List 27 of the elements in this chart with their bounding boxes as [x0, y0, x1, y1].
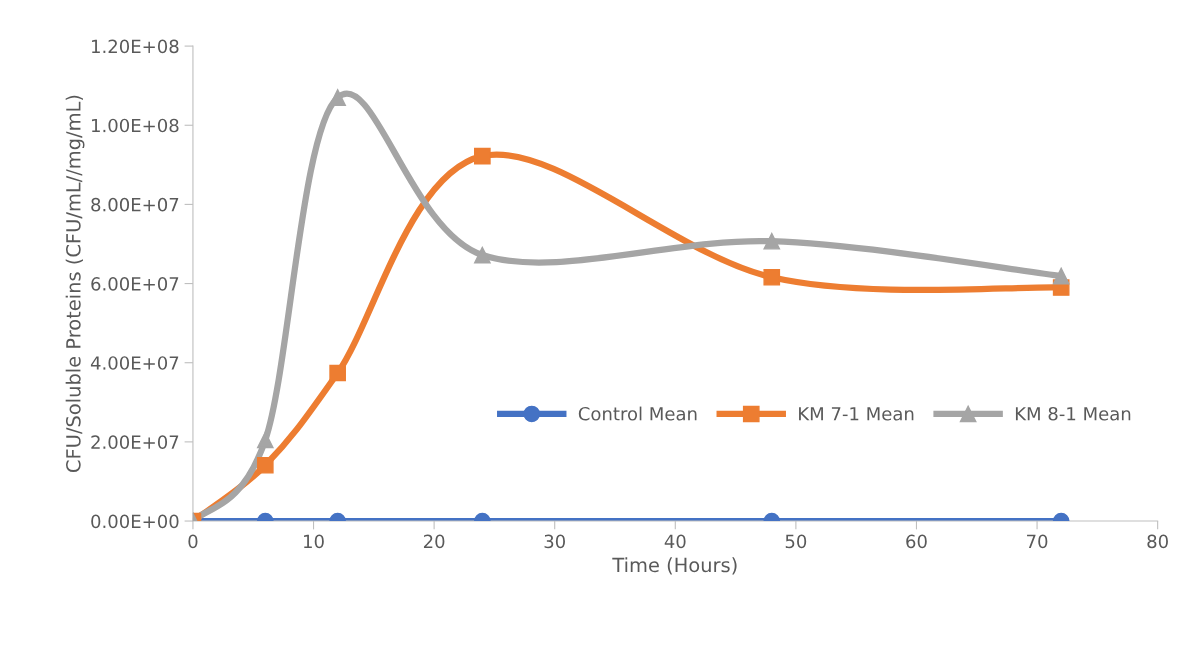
y-tick-label: 6.00E+07 — [91, 277, 179, 291]
legend-label: KM 8-1 Mean — [1015, 406, 1131, 421]
y-tick-label: 4.00E+07 — [90, 356, 179, 370]
point — [1052, 267, 1070, 285]
x-tick-label: 60 — [906, 534, 927, 549]
point — [763, 232, 781, 250]
x-tick-label: 30 — [544, 534, 565, 549]
y-axis-title: CFU/Soluble Proteins (CFU/mL//mg/mL) — [65, 95, 85, 472]
y-tick-label: 0.00E+00 — [91, 514, 179, 529]
y-tick-label: 2.00E+07 — [91, 435, 179, 449]
point — [329, 364, 346, 382]
x-tick-label: 10 — [304, 534, 324, 549]
x-tick-label: 0 — [188, 534, 198, 549]
legend-label: Control Mean — [578, 406, 697, 421]
y-tick-label: 8.00E+07 — [91, 197, 179, 212]
x-tick-label: 80 — [1147, 534, 1168, 549]
x-tick-label: 50 — [785, 534, 807, 549]
point — [763, 268, 781, 286]
x-tick-label: 40 — [664, 534, 686, 549]
point — [474, 246, 491, 264]
legend-label: KM 7-1 Mean — [799, 407, 914, 421]
x-axis-title: Time (Hours) — [612, 557, 737, 575]
x-tick-label: 20 — [423, 534, 445, 549]
y-tick-label: 1.20E+08 — [92, 39, 179, 54]
x-tick-label: 70 — [1027, 534, 1048, 549]
y-tick-label: 1.00E+08 — [92, 118, 179, 133]
point — [474, 147, 491, 165]
